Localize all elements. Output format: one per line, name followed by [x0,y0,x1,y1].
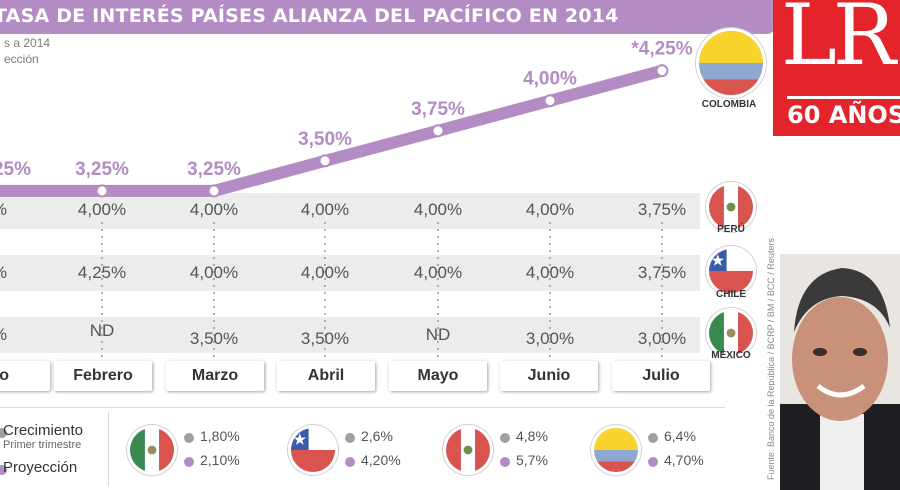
proyeccion-dot [184,457,194,467]
rate-cell: 00% [0,200,45,220]
data-point [318,154,332,168]
crecimiento-label: Crecimiento [3,422,84,439]
rate-cell: 4,00% [413,263,463,282]
proyeccion-value: 5,7% [516,452,548,468]
crecimiento-dot [648,433,658,443]
crecimiento-dot [500,433,510,443]
crecimiento-dot [345,433,355,443]
logo-divider [787,96,900,99]
country-label-chile: CHILE [716,289,746,300]
country-label-peru: PERÚ [717,224,745,235]
peru-flag-icon [706,182,756,232]
proyeccion-dot [345,457,355,467]
crecimiento-value: 1,80% [200,428,240,444]
logo-anniversary: 60 AÑOS [787,101,900,129]
month-label: Julio [612,361,710,391]
title-bar: TASA DE INTERÉS PAÍSES ALIANZA DEL PACÍF… [0,0,775,34]
data-label: 3,25% [187,159,241,180]
country-label-mexico: MÉXICO [711,350,751,361]
data-label: 3,50% [298,129,352,150]
primer-trimestre-label: Primer trimestre [3,439,82,451]
peru-flag-icon [443,425,493,475]
crecimiento-value: 6,4% [664,428,696,444]
proyeccion-legend-dot [0,465,7,475]
legend-divider [108,412,109,486]
rate-cell: 3,00% [637,329,687,348]
peru-row-band [0,193,700,229]
lr-logo: LR 60 AÑOS [773,0,900,136]
rate-cell: 4,00% [525,263,575,282]
rate-cell: 4,00% [189,263,239,282]
proyeccion-value: 4,20% [361,452,401,468]
rate-cell: ND [89,321,115,340]
crecimiento-legend-dot [0,428,7,438]
rate-cell: 4,00% [77,200,127,219]
logo-letters: LR [781,0,896,84]
crecimiento-value: 4,8% [516,428,548,444]
chile-row-band [0,255,700,291]
infographic: TASA DE INTERÉS PAÍSES ALIANZA DEL PACÍF… [0,0,775,487]
month-label: Junio [500,361,598,391]
growth-panel: Crecimiento Primer trimestre Proyección … [0,407,725,487]
proyeccion-label: Proyección [3,459,78,476]
rate-cell: 3,50% [300,329,350,348]
colombia-series-line [0,64,668,197]
rate-cell: 3,50% [189,329,239,348]
subnote-line-1: s a 2014 [4,36,51,50]
rate-cell: 4,00% [525,200,575,219]
rate-cell: 4,00% [413,200,463,219]
chile-flag-icon [288,425,338,475]
rate-cell: 4,25% [77,263,127,282]
presenter-photo [780,254,900,490]
month-label: Mayo [389,361,487,391]
colombia-flag-icon [696,28,766,98]
rate-cell: 4,00% [300,263,350,282]
month-label: ro [0,361,50,391]
data-point [655,64,669,78]
proyeccion-dot [500,457,510,467]
mexico-row-band [0,317,700,353]
month-label: Abril [277,361,375,391]
month-label: Marzo [166,361,264,391]
rate-cell: 4,00% [300,200,350,219]
rate-cell: 3,75% [637,263,687,282]
rate-cell: 4,00% [189,200,239,219]
data-label: 3,75% [411,99,465,120]
crecimiento-dot [184,433,194,443]
mexico-flag-icon [706,308,756,358]
rate-cell: 50% [0,325,45,345]
data-label: 25% [0,159,31,180]
data-point [207,184,221,198]
chart-title: TASA DE INTERÉS PAÍSES ALIANZA DEL PACÍF… [0,5,619,27]
rate-cell: 3,00% [525,329,575,348]
data-point [431,124,445,138]
data-label: 4,00% [523,69,577,90]
source-note: Fuente: Banco de la República / BCRP / B… [766,238,775,480]
data-label: 3,25% [75,159,129,180]
rate-cell: 50% [0,263,45,283]
rate-cell: ND [425,325,451,344]
colombia-flag-icon [591,425,641,475]
proyeccion-dot [648,457,658,467]
month-label: Febrero [54,361,152,391]
colombia-line-chart: 25% 3,25% 3,25% 3,50% 3,75% 4,00% *4,25% [0,39,693,360]
data-point [543,94,557,108]
chile-flag-icon [706,246,756,296]
crecimiento-value: 2,6% [361,428,393,444]
subnote-line-2: ección [4,52,39,66]
proyeccion-value: 4,70% [664,452,704,468]
country-label-colombia: COLOMBIA [701,99,757,110]
mexico-flag-icon [127,425,177,475]
rate-cell: 3,75% [637,200,687,219]
data-label: *4,25% [631,39,692,60]
proyeccion-value: 2,10% [200,452,240,468]
data-point [95,184,109,198]
